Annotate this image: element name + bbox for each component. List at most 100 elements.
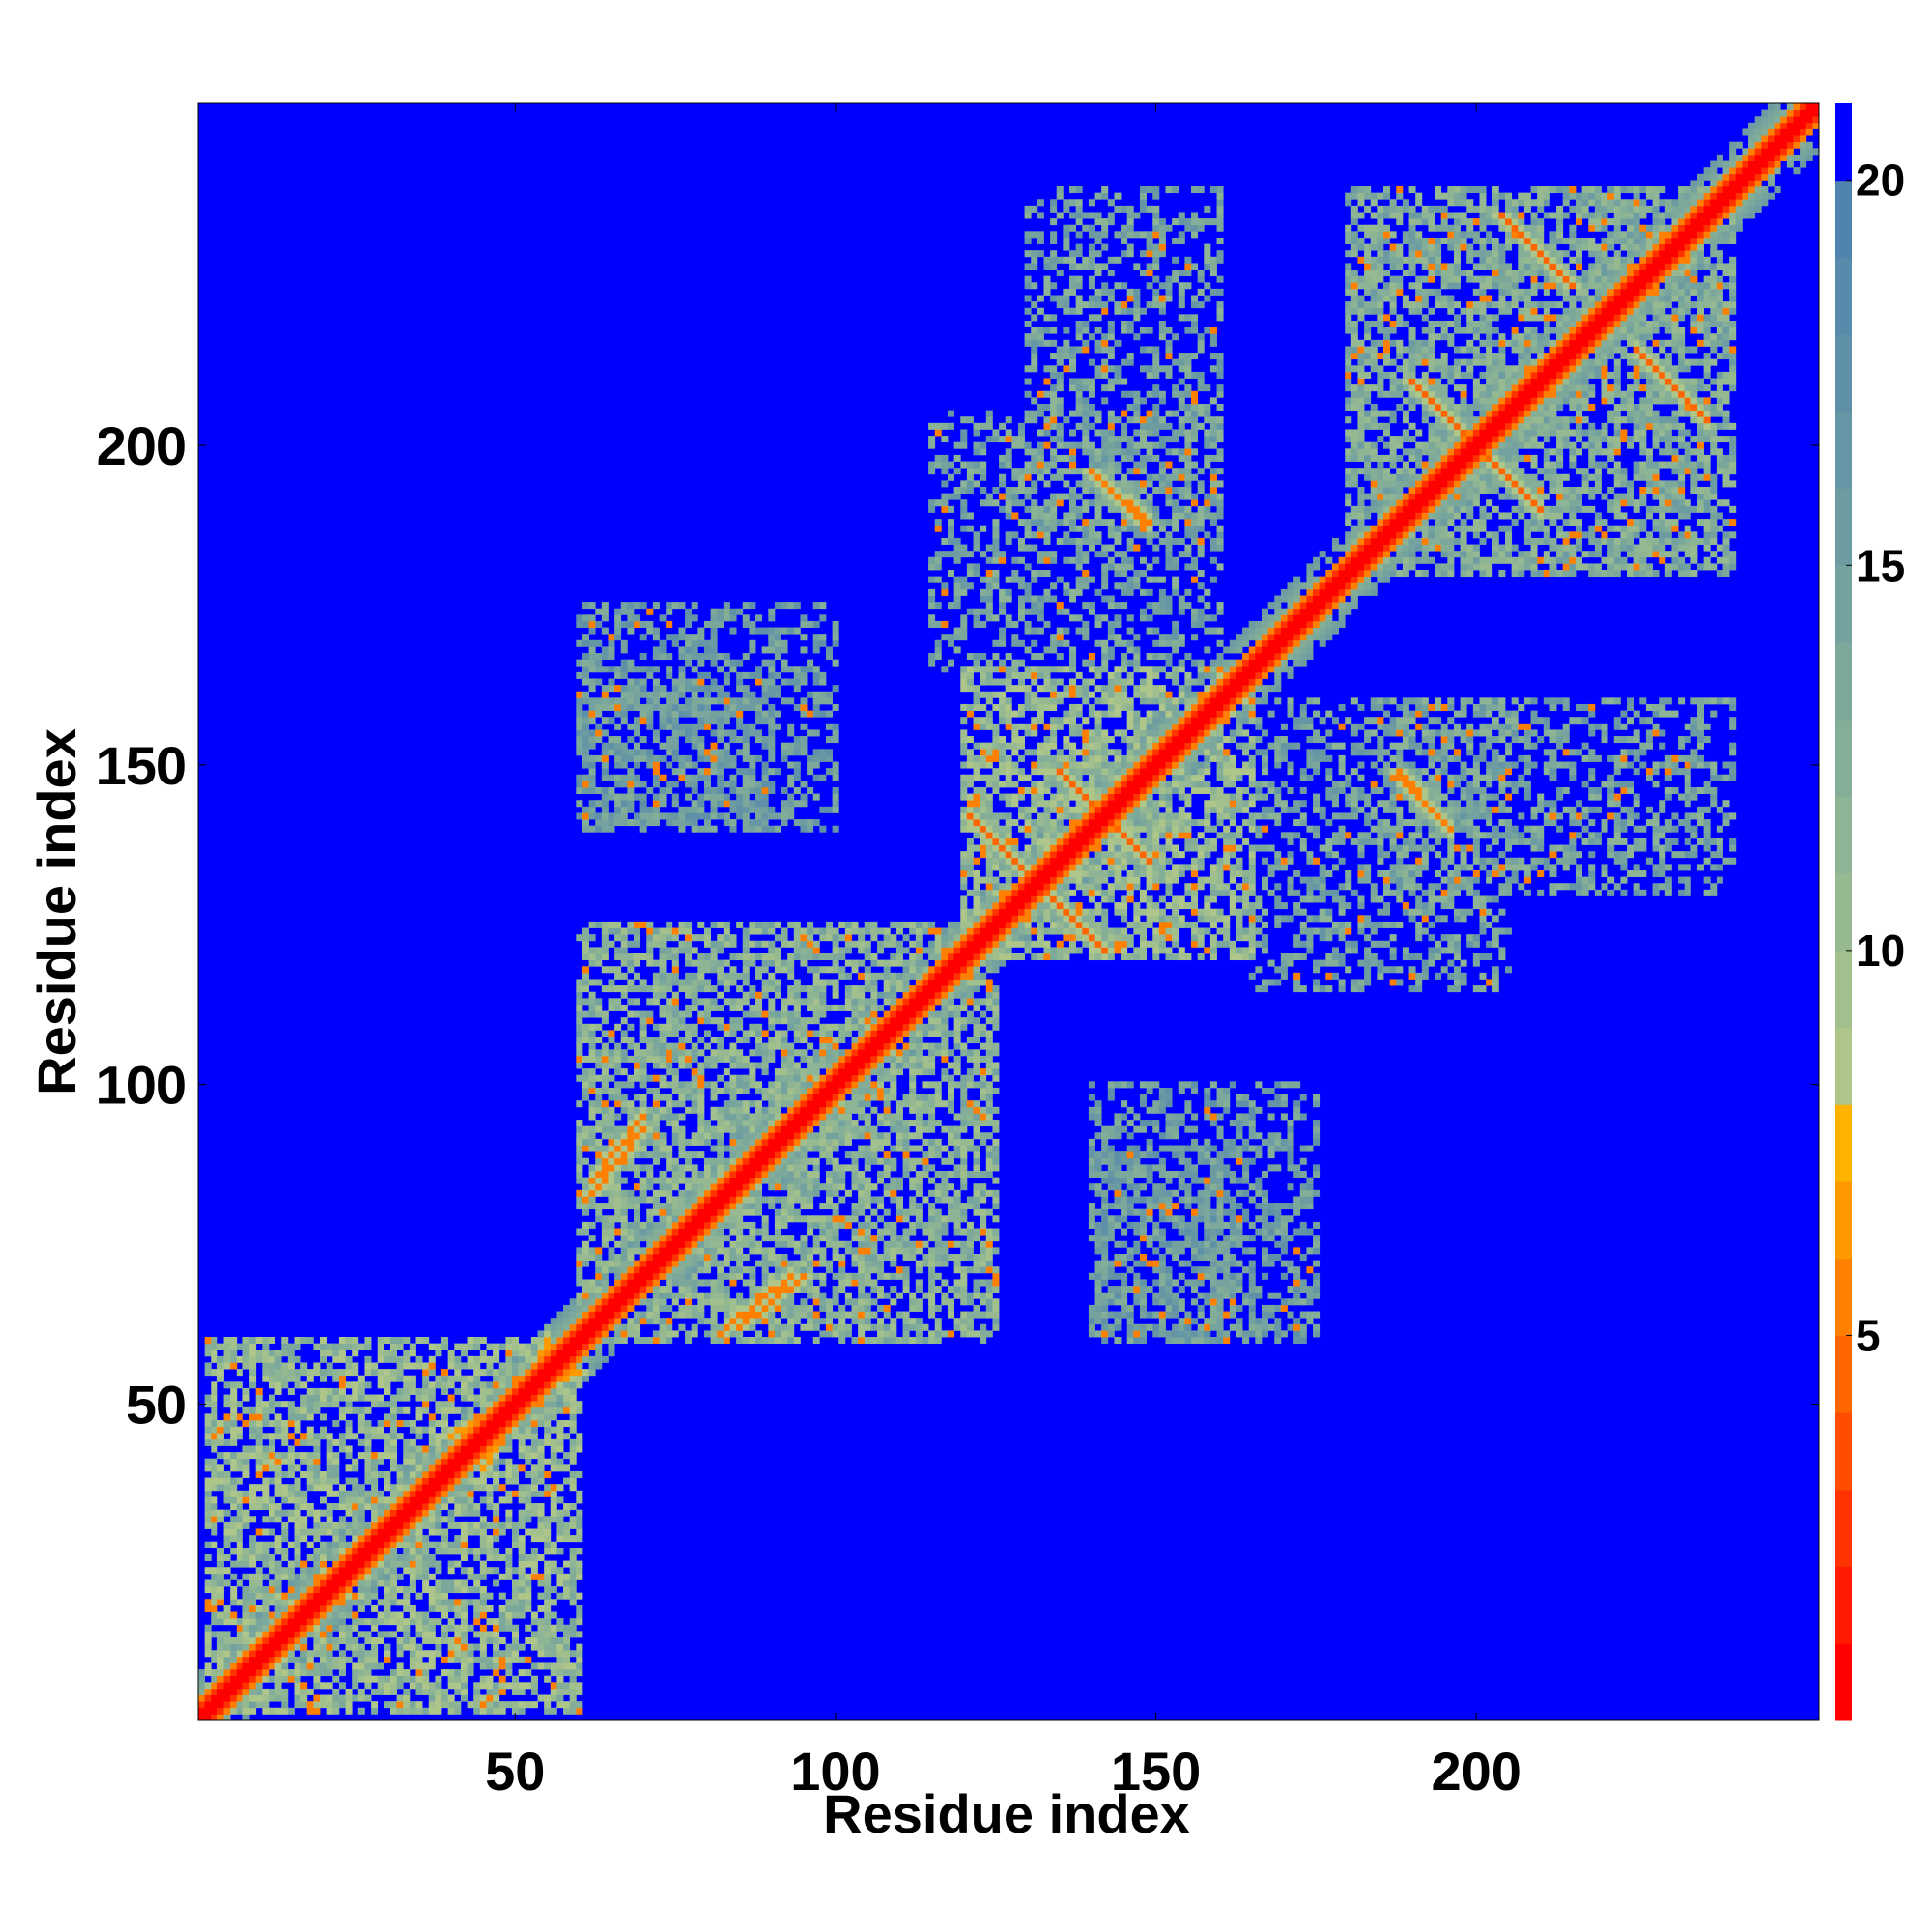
heatmap-cell: [659, 927, 667, 935]
heatmap-cell: [326, 1458, 333, 1465]
heatmap-cell: [774, 1120, 781, 1127]
heatmap-cell: [588, 1247, 596, 1255]
heatmap-cell: [601, 1151, 609, 1159]
heatmap-cell: [287, 1541, 295, 1548]
heatmap-cell: [338, 1535, 346, 1543]
heatmap-cell: [550, 1464, 557, 1472]
heatmap-cell: [511, 1381, 520, 1389]
heatmap-cell: [357, 1548, 365, 1555]
heatmap-cell: [377, 1688, 384, 1695]
heatmap-cell: [550, 1599, 557, 1606]
heatmap-cell: [326, 1643, 333, 1651]
heatmap-cell: [326, 1656, 333, 1663]
heatmap-cell: [608, 1292, 615, 1299]
heatmap-cell: [717, 1221, 724, 1229]
heatmap-cell: [371, 1701, 379, 1709]
heatmap-cell: [729, 1157, 737, 1165]
heatmap-cell: [671, 754, 679, 762]
heatmap-cell: [493, 1643, 500, 1651]
heatmap-cell: [703, 1132, 711, 1140]
heatmap-cell: [691, 934, 698, 942]
heatmap-cell: [422, 1426, 430, 1434]
heatmap-cell: [287, 1643, 295, 1651]
heatmap-cell: [576, 1605, 583, 1612]
heatmap-cell: [518, 1553, 526, 1561]
heatmap-cell: [415, 1433, 423, 1440]
heatmap-cell: [313, 1452, 321, 1460]
heatmap-cell: [652, 1318, 660, 1325]
heatmap-cell: [666, 1010, 673, 1018]
heatmap-cell: [332, 1528, 340, 1536]
heatmap-cell: [678, 1055, 686, 1063]
heatmap-cell: [601, 921, 609, 928]
heatmap-cell: [608, 1247, 615, 1255]
heatmap-cell: [588, 1030, 596, 1037]
heatmap-cell: [396, 1707, 404, 1715]
heatmap-cell: [352, 1675, 359, 1683]
heatmap-cell: [313, 1369, 321, 1377]
heatmap-cell: [389, 1669, 397, 1677]
heatmap-cell: [697, 972, 705, 980]
heatmap-cell: [371, 1707, 379, 1715]
heatmap-cell: [723, 998, 730, 1006]
heatmap-cell: [242, 1694, 250, 1702]
heatmap-cell: [384, 1355, 391, 1363]
heatmap-cell: [493, 1656, 500, 1663]
heatmap-cell: [608, 1298, 615, 1306]
heatmap-cell: [646, 1337, 654, 1345]
heatmap-cell: [326, 1650, 333, 1658]
heatmap-cell: [781, 754, 788, 762]
heatmap-cell: [774, 634, 781, 641]
heatmap-cell: [634, 1323, 641, 1331]
heatmap-cell: [601, 1286, 609, 1293]
heatmap-cell: [274, 1605, 282, 1612]
heatmap-cell: [627, 602, 635, 610]
heatmap-cell: [685, 736, 693, 744]
heatmap-cell: [781, 1113, 788, 1121]
heatmap-cell: [300, 1656, 308, 1663]
heatmap-cell: [550, 1330, 557, 1338]
heatmap-cell: [441, 1490, 449, 1497]
heatmap-cell: [384, 1477, 391, 1485]
heatmap-cell: [646, 1106, 654, 1114]
heatmap-cell: [595, 800, 603, 808]
heatmap-cell: [666, 1049, 673, 1057]
heatmap-cell: [768, 703, 776, 711]
heatmap-cell: [678, 1042, 686, 1050]
heatmap-cell: [357, 1381, 365, 1389]
heatmap-cell: [320, 1567, 327, 1575]
heatmap-cell: [634, 685, 641, 693]
heatmap-cell: [223, 1470, 231, 1478]
heatmap-cell: [211, 1669, 218, 1677]
heatmap-cell: [659, 1074, 667, 1082]
heatmap-cell: [249, 1560, 257, 1568]
heatmap-cell: [435, 1650, 442, 1658]
heatmap-cell: [371, 1688, 379, 1695]
heatmap-cell: [530, 1675, 538, 1683]
heatmap-cell: [473, 1573, 481, 1580]
heatmap-cell: [761, 761, 769, 769]
heatmap-cell: [671, 1221, 679, 1229]
heatmap-cell: [588, 1010, 596, 1018]
heatmap-cell: [666, 1164, 673, 1172]
heatmap-cell: [781, 1170, 788, 1178]
heatmap-cell: [595, 1203, 603, 1210]
heatmap-cell: [768, 1292, 776, 1299]
heatmap-cell: [454, 1707, 462, 1715]
heatmap-cell: [685, 1304, 693, 1312]
heatmap-cell: [774, 1183, 781, 1191]
heatmap-cell: [530, 1701, 538, 1709]
heatmap-cell: [703, 1004, 711, 1011]
heatmap-cell: [255, 1438, 263, 1446]
heatmap-cell: [530, 1490, 538, 1497]
heatmap-cell: [588, 1343, 596, 1350]
heatmap-cell: [211, 1420, 218, 1428]
heatmap-cell: [550, 1503, 557, 1511]
heatmap-cell: [717, 1196, 724, 1204]
heatmap-cell: [627, 1055, 635, 1063]
heatmap-cell: [460, 1394, 468, 1402]
heatmap-cell: [486, 1490, 494, 1497]
heatmap-cell: [723, 678, 730, 686]
heatmap-cell: [736, 749, 744, 756]
heatmap-cell: [262, 1343, 270, 1350]
